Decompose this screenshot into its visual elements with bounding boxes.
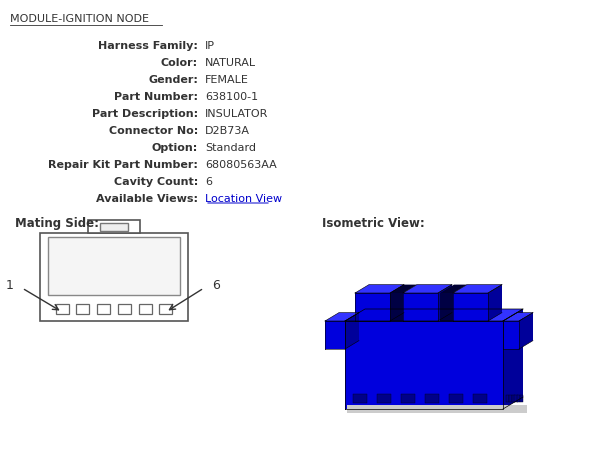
- Bar: [118, 304, 131, 314]
- Polygon shape: [390, 285, 417, 293]
- Polygon shape: [345, 313, 359, 349]
- Text: 68080563AA: 68080563AA: [205, 160, 277, 170]
- Polygon shape: [345, 321, 503, 409]
- Text: 638100-1: 638100-1: [205, 92, 258, 102]
- Bar: [520, 395, 523, 402]
- Text: Cavity Count:: Cavity Count:: [114, 177, 198, 187]
- Text: INSULATOR: INSULATOR: [205, 109, 268, 119]
- Text: D2B73A: D2B73A: [205, 126, 250, 136]
- Text: IP: IP: [205, 41, 215, 51]
- Polygon shape: [488, 285, 502, 321]
- Bar: [139, 304, 152, 314]
- Bar: [401, 394, 415, 403]
- Text: NATURAL: NATURAL: [205, 58, 256, 68]
- Bar: [100, 223, 128, 231]
- Text: Repair Kit Part Number:: Repair Kit Part Number:: [48, 160, 198, 170]
- Polygon shape: [503, 309, 523, 409]
- Polygon shape: [503, 321, 519, 349]
- Polygon shape: [453, 293, 488, 321]
- Bar: [473, 394, 487, 403]
- Polygon shape: [390, 293, 403, 321]
- Text: Part Number:: Part Number:: [114, 92, 198, 102]
- Polygon shape: [440, 285, 467, 293]
- Bar: [425, 394, 439, 403]
- Bar: [40, 233, 188, 321]
- Text: Harness Family:: Harness Family:: [98, 41, 198, 51]
- Bar: [159, 304, 172, 314]
- Bar: [347, 405, 527, 413]
- Polygon shape: [325, 313, 359, 321]
- Text: 6: 6: [205, 177, 212, 187]
- Text: Gender:: Gender:: [148, 75, 198, 85]
- Text: Color:: Color:: [161, 58, 198, 68]
- Text: Isometric View:: Isometric View:: [322, 217, 425, 230]
- Text: 6: 6: [212, 279, 220, 292]
- Bar: [514, 395, 518, 402]
- Text: MODULE-IGNITION NODE: MODULE-IGNITION NODE: [10, 14, 149, 24]
- Polygon shape: [453, 285, 502, 293]
- Polygon shape: [355, 293, 390, 321]
- Polygon shape: [503, 313, 533, 321]
- Text: Option:: Option:: [152, 143, 198, 153]
- Bar: [512, 395, 515, 402]
- Polygon shape: [355, 285, 404, 293]
- Bar: [517, 395, 520, 402]
- Bar: [509, 395, 512, 402]
- Text: Mating Side:: Mating Side:: [15, 217, 99, 230]
- Bar: [506, 395, 509, 402]
- Text: Location View: Location View: [205, 194, 282, 204]
- Bar: [56, 304, 69, 314]
- Bar: [76, 304, 89, 314]
- Polygon shape: [345, 309, 523, 321]
- Polygon shape: [325, 321, 345, 349]
- Polygon shape: [390, 285, 404, 321]
- Polygon shape: [438, 285, 452, 321]
- Text: FEMALE: FEMALE: [205, 75, 249, 85]
- Text: Standard: Standard: [205, 143, 256, 153]
- Polygon shape: [519, 313, 533, 349]
- Polygon shape: [403, 285, 452, 293]
- Text: Available Views:: Available Views:: [96, 194, 198, 204]
- Text: 1: 1: [6, 279, 14, 292]
- Text: Part Description:: Part Description:: [92, 109, 198, 119]
- Bar: [353, 394, 367, 403]
- Bar: [48, 237, 180, 295]
- Bar: [377, 394, 391, 403]
- Polygon shape: [440, 293, 453, 321]
- Text: Connector No:: Connector No:: [109, 126, 198, 136]
- Bar: [449, 394, 463, 403]
- Bar: [88, 220, 140, 233]
- Bar: [97, 304, 110, 314]
- Polygon shape: [403, 293, 438, 321]
